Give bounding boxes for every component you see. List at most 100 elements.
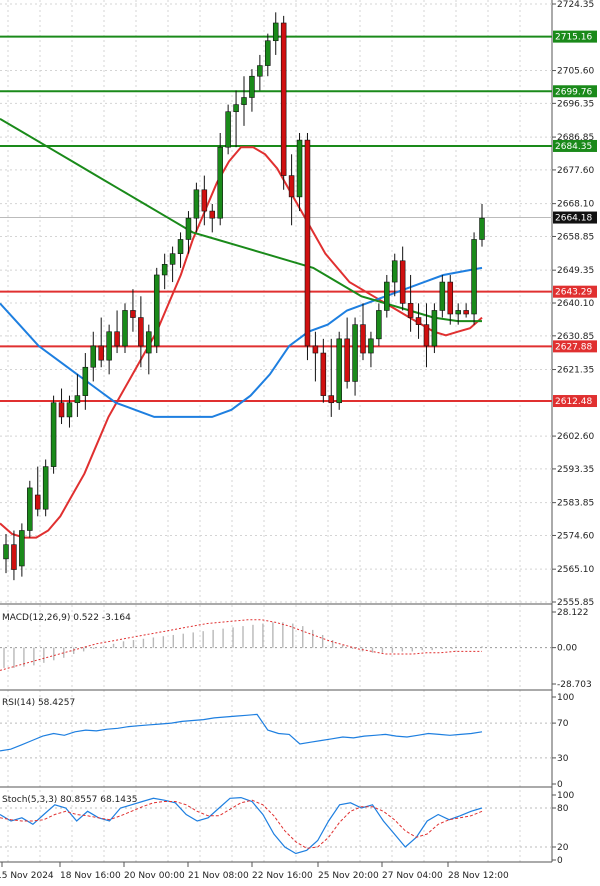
y-tick-label-18: 2602.60 [557,432,594,442]
stoch-tick-label-1: 80 [557,804,569,814]
macd-signal-line [0,619,482,671]
price-axis: 2724.35 2705.60 2696.35 2686.85 2677.60 2668.… [552,0,594,608]
candle-body-0 [3,544,9,560]
candle-body-22 [177,239,184,254]
candle-body-20 [161,264,168,276]
level-tag-label-3: 2643.29 [555,288,592,298]
level-tag-5 [553,395,597,408]
y-tick-label-0: 2724.35 [557,0,594,10]
candle-body-59 [471,239,477,315]
candle-body-6 [50,402,57,467]
candle-body-16 [130,310,136,318]
rsi-label: RSI(14) 58.4257 [2,698,75,708]
candle-body-41 [328,395,335,404]
candle-body-57 [455,310,461,315]
level-tag-3 [553,285,597,298]
level-tag-label-4: 2627.88 [555,342,592,352]
candle-body-14 [114,331,120,347]
candle-body-40 [320,352,327,396]
rsi-tick-label-0: 100 [557,693,574,703]
y-tick-label-14: 2630.85 [557,332,594,342]
y-tick-label-23: 2555.85 [557,598,594,608]
candle-body-8 [66,402,73,418]
level-tag-2 [553,139,597,152]
current-price-label: 2664.18 [555,214,592,224]
candle-body-30 [241,97,247,105]
macd-panel: 28.122 0.00 -28.703 [0,608,592,690]
candle-body-26 [209,210,216,219]
y-tick-label-4: 2696.35 [557,99,594,109]
candle-body-28 [225,111,231,148]
y-tick-label-20: 2583.85 [557,499,594,509]
candle-body-45 [360,324,366,354]
rsi-tick-label-2: 30 [557,754,569,764]
candle-body-12 [98,345,104,361]
x-tick-label-0: 15 Nov 2024 [0,871,54,881]
y-tick-label-19: 2593.35 [557,465,594,475]
horizontal-levels [0,35,552,403]
candle-body-48 [384,281,390,311]
current-price-tag [553,211,597,224]
candle-body-39 [312,345,319,354]
level-tag-label-1: 2699.76 [555,87,592,97]
candle-body-55 [439,281,446,311]
y-tick-label-21: 2574.60 [557,531,594,541]
level-tag-0 [553,30,597,43]
candle-body-15 [122,310,128,347]
candle-body-25 [201,189,208,212]
candle-body-21 [169,253,176,265]
y-tick-label-7: 2677.60 [557,166,594,176]
level-tag-label-5: 2612.48 [555,397,592,407]
time-axis: 15 Nov 2024 18 Nov 16:00 20 Nov 00:00 21 No… [0,862,509,881]
candle-body-19 [153,274,160,347]
candle-body-52 [415,317,422,325]
candle-body-38 [304,139,311,347]
macd-label: MACD(12,26,9) 0.522 -3.164 [2,613,131,623]
candle-body-31 [249,75,255,98]
candle-body-24 [193,189,200,219]
rsi-tick-label-1: 70 [557,719,569,729]
stoch-k-line [0,796,483,855]
y-tick-label-2: 2705.60 [557,67,594,77]
candle-body-18 [146,331,152,354]
candle-body-34 [272,22,279,42]
candle-body-17 [138,317,144,347]
candle-body-56 [447,281,454,315]
stoch-tick-label-2: 20 [557,843,569,853]
candle-body-32 [257,65,263,77]
level-tag-label-0: 2715.16 [555,33,592,43]
ma-line-2 [0,117,482,323]
x-tick-label-2: 20 Nov 00:00 [124,871,185,881]
rsi-panel: 100 70 30 0 [0,693,574,790]
y-tick-label-10: 2658.85 [557,232,594,242]
stoch-d-line [0,799,483,849]
y-tick-label-11: 2649.35 [557,266,594,276]
macd-tick-label-2: -28.703 [557,680,592,690]
candle-body-47 [376,310,382,340]
macd-tick-label-0: 28.122 [557,608,589,618]
candle-body-29 [233,104,239,113]
x-tick-label-1: 18 Nov 16:00 [60,871,121,881]
candle-body-11 [90,345,97,368]
x-tick-label-4: 22 Nov 16:00 [252,871,313,881]
candle-body-50 [399,260,406,304]
level-tag-label-2: 2684.35 [555,142,592,152]
price-tags: 2715.16 2699.76 2684.35 2643.29 2627.88 2612.… [553,30,597,408]
candle-body-43 [344,338,350,382]
ma-line-0 [0,146,483,539]
candle-body-35 [280,22,287,176]
candle-body-42 [336,338,342,404]
candle-body-1 [11,544,17,570]
y-tick-label-22: 2565.10 [557,565,594,575]
rsi-tick-label-3: 0 [557,780,563,790]
y-tick-label-13: 2640.10 [557,299,594,309]
stoch-tick-label-3: 0 [557,856,563,866]
candle-body-7 [58,402,65,418]
candle-body-3 [27,487,33,531]
y-tick-label-5: 2686.85 [557,133,594,143]
candle-body-37 [296,139,303,198]
y-tick-label-8: 2668.10 [557,200,594,210]
x-tick-label-7: 28 Nov 12:00 [448,871,509,881]
candle-body-58 [463,310,469,315]
